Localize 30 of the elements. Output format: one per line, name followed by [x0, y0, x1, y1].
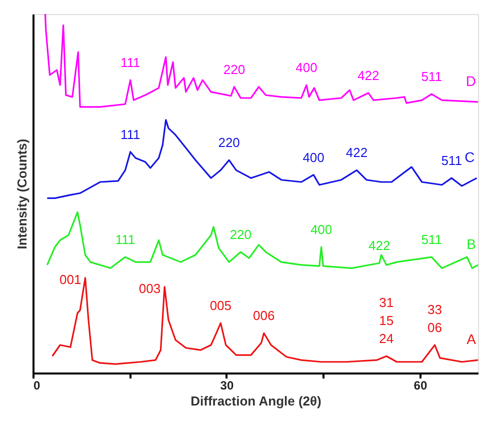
series-label: D: [466, 72, 476, 89]
annotation: 220: [230, 227, 252, 242]
annotation: 111: [120, 55, 140, 70]
x-tick-label: 60: [414, 378, 428, 392]
annotation: 511: [421, 232, 442, 248]
annotation: 422: [346, 145, 368, 160]
annotation: 511: [421, 69, 442, 84]
annotation: 422: [368, 238, 390, 254]
annotation: 33 06: [428, 302, 442, 335]
annotation: 400: [310, 222, 332, 237]
annotation: 111: [120, 126, 140, 142]
y-axis-title: Intensity (Counts): [14, 138, 30, 250]
annotation: 400: [302, 150, 324, 165]
annotation: 400: [296, 60, 318, 76]
annotation: 003: [138, 280, 161, 296]
series-label: A: [466, 331, 477, 348]
series-label: C: [464, 149, 475, 166]
annotation: 006: [253, 308, 275, 324]
x-tick-label: 0: [34, 378, 40, 392]
annotation: 001: [60, 272, 82, 287]
annotation: 511: [441, 153, 462, 168]
annotation: 422: [358, 68, 380, 83]
annotation: 111: [115, 232, 136, 248]
annotation: 220: [218, 135, 240, 150]
annotation: 220: [223, 62, 246, 77]
annotation: 005: [210, 298, 232, 314]
x-tick-label: 30: [220, 378, 234, 392]
annotation: 31 15 24: [379, 295, 394, 346]
series-label: B: [466, 236, 476, 252]
x-axis-title: Diffraction Angle (2θ): [190, 394, 322, 408]
